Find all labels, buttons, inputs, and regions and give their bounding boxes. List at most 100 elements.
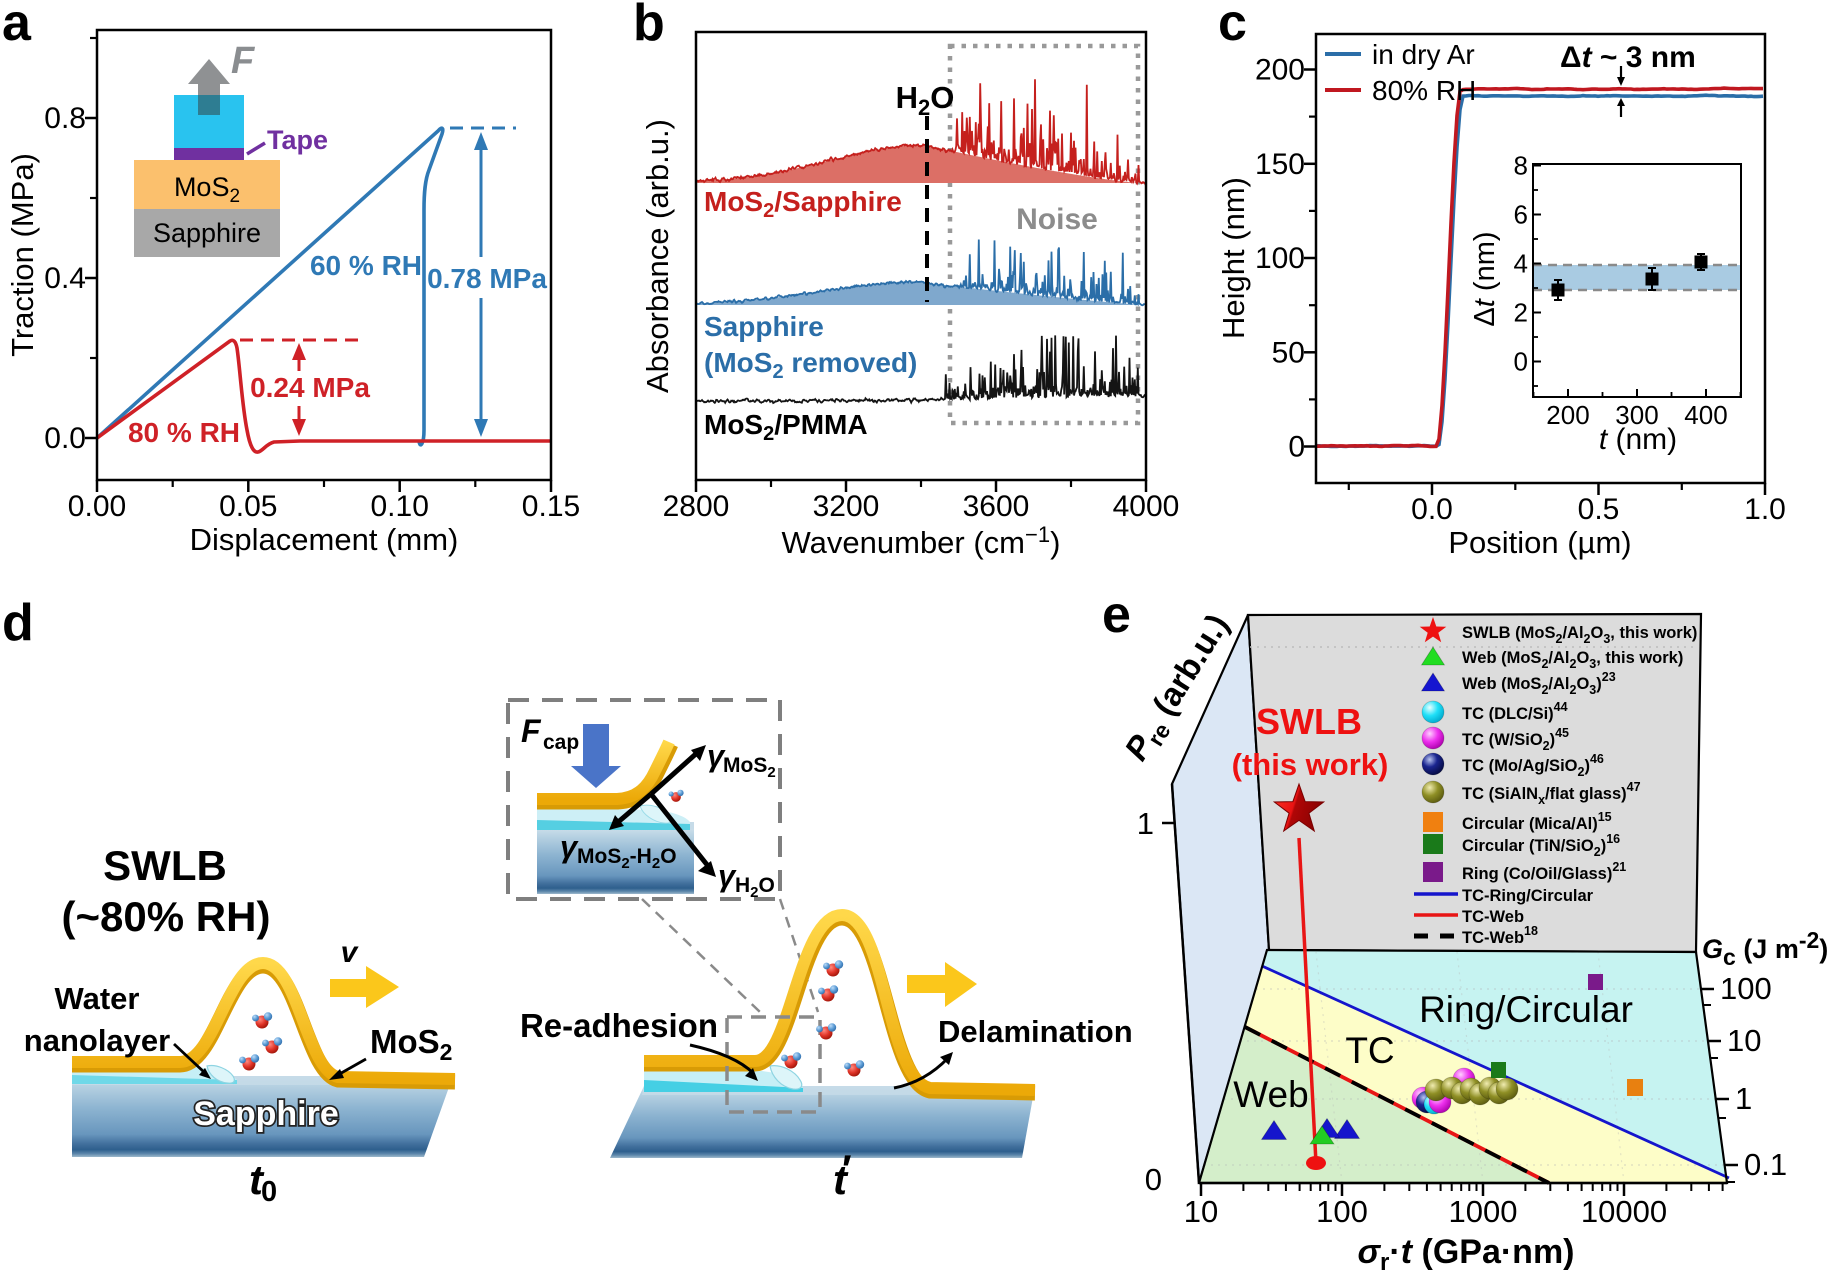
svg-text:Δt ~ 3 nm: Δt ~ 3 nm — [1560, 41, 1696, 74]
svg-text:MoS2: MoS2 — [174, 172, 240, 207]
svg-text:Web (MoS2/Al2O3, this work): Web (MoS2/Al2O3, this work) — [1462, 649, 1683, 671]
svg-text:1: 1 — [1735, 1081, 1752, 1116]
svg-text:F: F — [521, 713, 542, 749]
svg-text:1: 1 — [1137, 806, 1154, 841]
svg-text:0: 0 — [1145, 1162, 1162, 1197]
svg-text:γ: γ — [560, 829, 579, 864]
svg-text:0.4: 0.4 — [44, 262, 86, 295]
svg-text:Web (MoS2/Al2O3)23: Web (MoS2/Al2O3)23 — [1462, 670, 1616, 697]
svg-text:Position (µm): Position (µm) — [1448, 525, 1631, 560]
svg-text:50: 50 — [1272, 336, 1305, 369]
svg-text:TC (SiAlNx/flat glass)47: TC (SiAlNx/flat glass)47 — [1462, 780, 1641, 807]
svg-text:TC (W/SiO2)45: TC (W/SiO2)45 — [1462, 726, 1569, 753]
svg-text:0: 0 — [1288, 431, 1305, 464]
svg-text:0.78 MPa: 0.78 MPa — [427, 263, 547, 294]
svg-text:TC-Web18: TC-Web18 — [1462, 924, 1538, 947]
svg-text:60 % RH: 60 % RH — [310, 250, 422, 281]
svg-text:c: c — [1218, 0, 1247, 52]
svg-text:γ: γ — [707, 738, 726, 773]
svg-text:4000: 4000 — [1113, 490, 1180, 523]
svg-text:Tape: Tape — [267, 125, 328, 155]
svg-text:TC-Web: TC-Web — [1462, 908, 1524, 926]
svg-text:0.05: 0.05 — [219, 490, 277, 523]
svg-text:1.0: 1.0 — [1744, 493, 1786, 526]
svg-text:0.24 MPa: 0.24 MPa — [250, 372, 370, 403]
svg-text:2: 2 — [1514, 298, 1528, 328]
svg-text:0.8: 0.8 — [44, 102, 86, 135]
svg-text:Circular (Mica/Al)15: Circular (Mica/Al)15 — [1462, 810, 1612, 833]
svg-text:t: t — [833, 1156, 849, 1203]
svg-text:80% RH: 80% RH — [1372, 75, 1476, 106]
svg-text:(MoS2 removed): (MoS2 removed) — [704, 347, 917, 383]
svg-text:0.5: 0.5 — [1578, 493, 1620, 526]
svg-text:8: 8 — [1514, 151, 1528, 181]
svg-text:10: 10 — [1184, 1194, 1218, 1229]
svg-text:1000: 1000 — [1449, 1194, 1518, 1229]
svg-text:SWLB: SWLB — [103, 842, 227, 889]
svg-text:TC-Ring/Circular: TC-Ring/Circular — [1462, 887, 1594, 905]
svg-text:t: t — [249, 1156, 265, 1203]
svg-text:300: 300 — [1615, 400, 1658, 430]
svg-text:SWLB (MoS2/Al2O3, this work): SWLB (MoS2/Al2O3, this work) — [1462, 624, 1697, 646]
svg-text:σr·t (GPa·nm): σr·t (GPa·nm) — [1357, 1233, 1574, 1276]
svg-text:MoS2: MoS2 — [723, 754, 776, 781]
svg-text:Delamination: Delamination — [938, 1014, 1133, 1049]
svg-text:0.10: 0.10 — [371, 490, 429, 523]
svg-text:t (nm): t (nm) — [1599, 423, 1677, 456]
svg-text:Web: Web — [1233, 1074, 1308, 1115]
svg-text:3600: 3600 — [963, 490, 1030, 523]
svg-text:0: 0 — [261, 1176, 277, 1208]
svg-text:′: ′ — [842, 1148, 852, 1192]
svg-text:H2O: H2O — [735, 874, 775, 901]
svg-text:0.15: 0.15 — [522, 490, 580, 523]
svg-text:F: F — [231, 40, 256, 82]
svg-text:Height (nm): Height (nm) — [1216, 177, 1251, 339]
svg-text:2800: 2800 — [663, 490, 730, 523]
svg-text:Re-adhesion: Re-adhesion — [520, 1007, 718, 1044]
svg-text:200: 200 — [1255, 54, 1305, 87]
svg-text:TC (Mo/Ag/SiO2)46: TC (Mo/Ag/SiO2)46 — [1462, 752, 1604, 779]
svg-text:0.1: 0.1 — [1744, 1147, 1787, 1182]
svg-text:H2O: H2O — [896, 80, 955, 120]
svg-text:Noise: Noise — [1016, 203, 1098, 236]
svg-text:150: 150 — [1255, 148, 1305, 181]
svg-text:10000: 10000 — [1581, 1194, 1667, 1229]
svg-text:e: e — [1102, 586, 1131, 644]
svg-text:Ring/Circular: Ring/Circular — [1419, 989, 1633, 1030]
svg-text:nanolayer: nanolayer — [24, 1023, 170, 1058]
svg-text:0.00: 0.00 — [68, 490, 126, 523]
svg-text:0.0: 0.0 — [1411, 493, 1453, 526]
svg-text:100: 100 — [1255, 242, 1305, 275]
svg-text:TC: TC — [1345, 1030, 1394, 1071]
svg-text:b: b — [633, 0, 665, 52]
svg-text:Water: Water — [55, 981, 140, 1016]
svg-text:Δt (nm): Δt (nm) — [1469, 231, 1501, 326]
svg-text:10: 10 — [1727, 1023, 1761, 1058]
svg-text:80 % RH: 80 % RH — [128, 417, 240, 448]
svg-text:MoS2/Sapphire: MoS2/Sapphire — [704, 186, 902, 222]
svg-text:v: v — [341, 936, 360, 969]
svg-text:400: 400 — [1684, 400, 1727, 430]
svg-text:cap: cap — [543, 731, 579, 754]
svg-text:Displacement (mm): Displacement (mm) — [190, 522, 459, 557]
svg-text:(~80% RH): (~80% RH) — [62, 893, 271, 940]
svg-text:4: 4 — [1514, 249, 1528, 279]
svg-text:in dry Ar: in dry Ar — [1372, 39, 1475, 70]
svg-text:Gc (J m-2): Gc (J m-2) — [1702, 927, 1828, 970]
svg-text:Sapphire: Sapphire — [193, 1095, 338, 1133]
svg-text:100: 100 — [1316, 1194, 1368, 1229]
svg-text:Wavenumber (cm−1): Wavenumber (cm−1) — [782, 522, 1061, 560]
svg-text:TC (DLC/Si)44: TC (DLC/Si)44 — [1462, 700, 1568, 723]
svg-text:Traction (MPa): Traction (MPa) — [5, 153, 40, 357]
svg-text:Sapphire: Sapphire — [153, 218, 261, 248]
svg-text:Ring (Co/Oil/Glass)21: Ring (Co/Oil/Glass)21 — [1462, 860, 1626, 883]
svg-text:0: 0 — [1514, 347, 1528, 377]
svg-text:200: 200 — [1546, 400, 1589, 430]
svg-text:6: 6 — [1514, 200, 1528, 230]
svg-text:Absorbance (arb.u.): Absorbance (arb.u.) — [640, 119, 675, 393]
svg-text:(this work): (this work) — [1232, 747, 1389, 782]
svg-text:100: 100 — [1720, 971, 1772, 1006]
svg-text:SWLB: SWLB — [1256, 701, 1362, 742]
svg-text:Circular (TiN/SiO2)16: Circular (TiN/SiO2)16 — [1462, 832, 1620, 859]
svg-text:0.0: 0.0 — [44, 422, 86, 455]
